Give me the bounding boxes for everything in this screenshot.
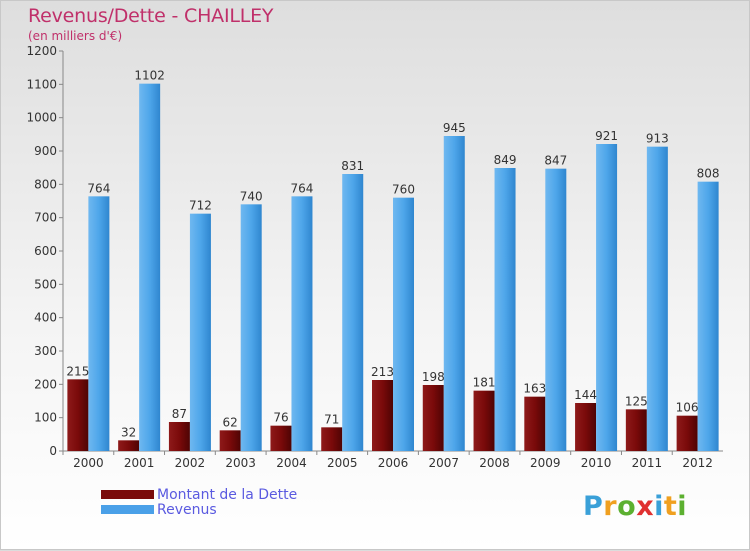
bar-debt — [524, 396, 546, 451]
logo-letter: o — [617, 491, 637, 522]
y-tick-label: 300 — [34, 344, 57, 358]
data-label-revenue: 913 — [646, 132, 669, 146]
bar-debt — [422, 385, 444, 451]
logo-letter: i — [677, 491, 688, 522]
bar-revenue — [596, 144, 618, 451]
x-tick-label: 2007 — [428, 456, 459, 470]
data-label-debt: 32 — [121, 425, 136, 439]
bar-debt — [67, 379, 89, 451]
legend-item-revenue: Revenus — [101, 501, 297, 518]
data-label-debt: 71 — [324, 412, 339, 426]
data-label-revenue: 764 — [291, 181, 314, 195]
x-tick-label: 2012 — [682, 456, 713, 470]
y-tick-label: 500 — [34, 277, 57, 291]
x-tick-label: 2006 — [378, 456, 409, 470]
x-tick-label: 2002 — [175, 456, 206, 470]
legend-swatch-debt — [101, 490, 154, 499]
data-label-debt: 215 — [66, 364, 89, 378]
y-tick-label: 700 — [34, 211, 57, 225]
legend: Montant de la Dette Revenus — [101, 486, 298, 518]
bar-debt — [676, 415, 698, 451]
y-tick-label: 800 — [34, 177, 57, 191]
x-tick-label: 2004 — [276, 456, 307, 470]
legend-label-revenue: Revenus — [157, 501, 217, 518]
proxiti-logo: Proxiti — [583, 491, 687, 522]
bar-debt — [372, 380, 393, 451]
x-tick-label: 2003 — [225, 456, 256, 470]
data-label-debt: 62 — [223, 415, 238, 429]
data-label-debt: 87 — [172, 407, 187, 421]
logo-letter: i — [654, 491, 664, 522]
data-label-debt: 181 — [473, 376, 496, 390]
legend-swatch-revenue — [101, 505, 154, 514]
data-label-revenue: 831 — [341, 159, 364, 173]
chart-subtitle: (en milliers d'€) — [28, 29, 123, 43]
bar-revenue — [291, 196, 313, 451]
y-tick-label: 200 — [34, 377, 57, 391]
data-label-revenue: 760 — [392, 183, 415, 197]
bar-revenue — [393, 197, 414, 451]
logo-letter: P — [583, 491, 604, 522]
bar-debt — [625, 409, 647, 451]
data-label-debt: 213 — [371, 365, 394, 379]
data-label-revenue: 921 — [595, 129, 618, 143]
data-label-debt: 144 — [574, 388, 597, 402]
x-tick-label: 2010 — [581, 456, 612, 470]
bar-debt — [321, 427, 343, 451]
bar-revenue — [342, 174, 364, 451]
data-label-debt: 198 — [422, 370, 445, 384]
legend-item-debt: Montant de la Dette — [101, 486, 298, 503]
legend-label-debt: Montant de la Dette — [157, 486, 298, 503]
logo-letter: r — [603, 491, 618, 522]
x-tick-label: 2000 — [73, 456, 104, 470]
bar-debt — [219, 430, 241, 451]
y-tick-label: 0 — [49, 444, 57, 458]
logo-letter: t — [663, 491, 678, 522]
y-tick-label: 100 — [34, 411, 57, 425]
data-label-debt: 106 — [676, 401, 699, 415]
y-tick-label: 1000 — [26, 111, 57, 125]
bar-revenue — [443, 136, 465, 451]
bar-debt — [270, 425, 292, 451]
bar-revenue — [189, 213, 211, 451]
bar-revenue — [545, 168, 567, 451]
y-tick-label: 1200 — [26, 44, 57, 58]
y-tick-label: 600 — [34, 244, 57, 258]
x-tick-label: 2005 — [327, 456, 358, 470]
chart-bars — [67, 83, 719, 452]
data-label-debt: 163 — [523, 382, 546, 396]
data-label-debt: 125 — [625, 394, 648, 408]
bar-revenue — [88, 196, 110, 451]
bar-revenue — [240, 204, 262, 451]
bar-revenue — [139, 83, 161, 452]
bar-revenue — [494, 168, 516, 451]
bar-debt — [575, 403, 597, 451]
y-tick-label: 900 — [34, 144, 57, 158]
data-label-revenue: 1102 — [134, 69, 165, 83]
data-label-revenue: 764 — [87, 181, 110, 195]
data-label-revenue: 847 — [544, 154, 567, 168]
data-label-revenue: 849 — [494, 153, 517, 167]
chart-title: Revenus/Dette - CHAILLEY — [28, 5, 274, 27]
data-label-debt: 76 — [273, 411, 288, 425]
x-tick-label: 2011 — [632, 456, 663, 470]
x-tick-label: 2008 — [479, 456, 510, 470]
bar-debt — [473, 390, 495, 451]
data-label-revenue: 808 — [697, 167, 720, 181]
x-tick-label: 2001 — [124, 456, 155, 470]
data-label-revenue: 712 — [189, 199, 212, 213]
chart-labels: 215 764 32 1102 87 712 62 740 76 764 71 831 213 760 19… — [66, 69, 719, 440]
bar-debt — [168, 422, 190, 451]
bar-revenue — [646, 146, 668, 451]
data-label-revenue: 740 — [240, 189, 263, 203]
bar-revenue — [697, 181, 719, 451]
bar-debt — [118, 440, 140, 451]
data-label-revenue: 945 — [443, 121, 466, 135]
logo-letter: x — [636, 491, 655, 522]
x-tick-label: 2009 — [530, 456, 561, 470]
y-tick-label: 1100 — [26, 77, 57, 91]
y-tick-label: 400 — [34, 311, 57, 325]
